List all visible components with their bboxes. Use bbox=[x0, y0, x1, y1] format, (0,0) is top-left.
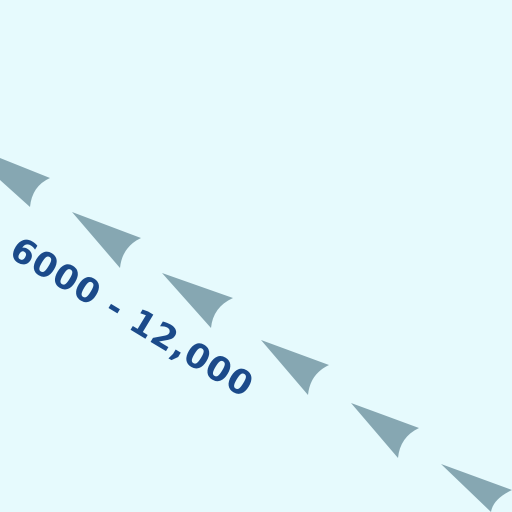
route-arrow-icon bbox=[351, 403, 419, 458]
route-arrow-icon bbox=[261, 340, 329, 395]
route-arrow-icon bbox=[0, 158, 50, 207]
route-arrow-icon bbox=[441, 464, 512, 512]
route-arrow-icon bbox=[72, 212, 141, 268]
route-arrow-icon bbox=[162, 273, 233, 328]
